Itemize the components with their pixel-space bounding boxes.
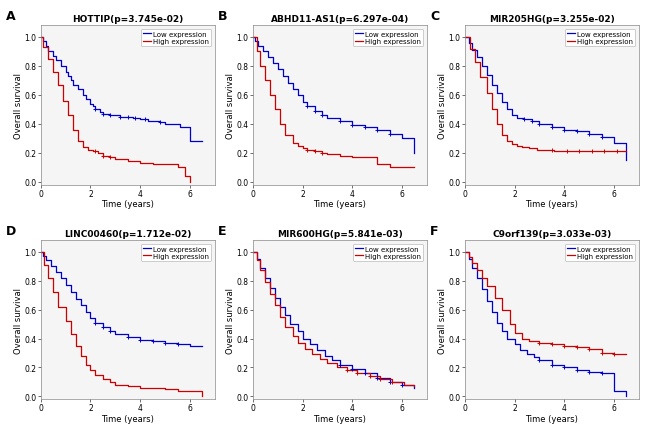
X-axis label: Time (years): Time (years) [313, 414, 366, 423]
Legend: Low expression, High expression: Low expression, High expression [565, 244, 636, 261]
Y-axis label: Overall survival: Overall survival [14, 73, 23, 138]
Text: D: D [6, 225, 16, 237]
Y-axis label: Overall survival: Overall survival [226, 73, 235, 138]
Text: C: C [430, 10, 439, 23]
Y-axis label: Overall survival: Overall survival [14, 287, 23, 353]
X-axis label: Time (years): Time (years) [313, 200, 366, 209]
Legend: Low expression, High expression: Low expression, High expression [353, 244, 423, 261]
Title: C9orf139(p=3.033e-03): C9orf139(p=3.033e-03) [492, 229, 612, 238]
Y-axis label: Overall survival: Overall survival [438, 287, 447, 353]
Title: MIR205HG(p=3.255e-02): MIR205HG(p=3.255e-02) [489, 15, 615, 24]
Text: F: F [430, 225, 439, 237]
Text: A: A [6, 10, 16, 23]
Legend: Low expression, High expression: Low expression, High expression [565, 30, 636, 47]
X-axis label: Time (years): Time (years) [101, 200, 154, 209]
Legend: Low expression, High expression: Low expression, High expression [141, 244, 211, 261]
Title: MIR600HG(p=5.841e-03): MIR600HG(p=5.841e-03) [277, 229, 403, 238]
X-axis label: Time (years): Time (years) [525, 200, 578, 209]
Text: B: B [218, 10, 227, 23]
Legend: Low expression, High expression: Low expression, High expression [141, 30, 211, 47]
Legend: Low expression, High expression: Low expression, High expression [353, 30, 423, 47]
Y-axis label: Overall survival: Overall survival [438, 73, 447, 138]
Text: E: E [218, 225, 226, 237]
X-axis label: Time (years): Time (years) [525, 414, 578, 423]
Y-axis label: Overall survival: Overall survival [226, 287, 235, 353]
Title: ABHD11-AS1(p=6.297e-04): ABHD11-AS1(p=6.297e-04) [270, 15, 409, 24]
Title: LINC00460(p=1.712e-02): LINC00460(p=1.712e-02) [64, 229, 192, 238]
X-axis label: Time (years): Time (years) [101, 414, 154, 423]
Title: HOTTIP(p=3.745e-02): HOTTIP(p=3.745e-02) [72, 15, 183, 24]
